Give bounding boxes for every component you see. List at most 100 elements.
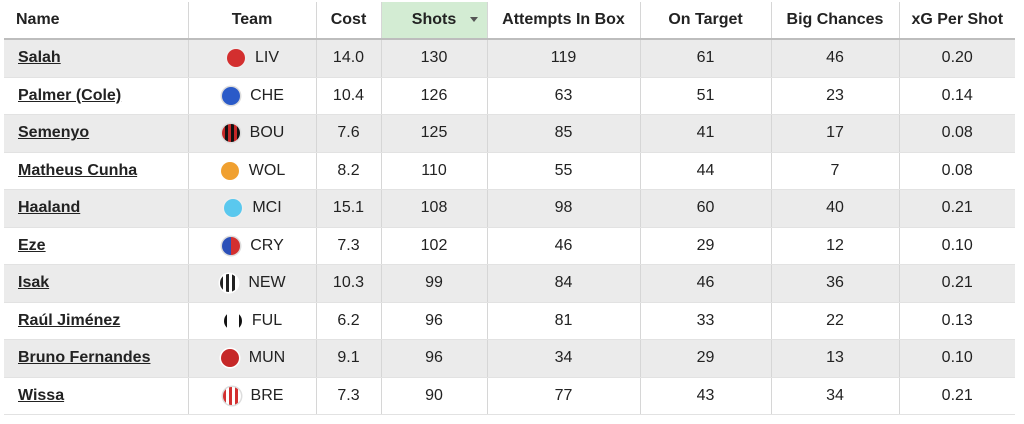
stat-cell: 44 — [640, 152, 772, 190]
player-name[interactable]: Semenyo — [4, 114, 189, 153]
player-row: Bruno Fernandes MUN 9.1 96 34 29 13 0.10 — [4, 339, 1015, 378]
team-badge — [218, 272, 240, 294]
column-header[interactable]: Attempts In Box — [487, 2, 641, 40]
team-badge — [220, 122, 242, 144]
header-row: Name Team Cost Shots Attempts In Box On … — [4, 2, 1015, 40]
stat-cell: 0.10 — [899, 339, 1015, 378]
stats-table: Name Team Cost Shots Attempts In Box On … — [4, 2, 1015, 415]
stat-cell: 0.10 — [899, 227, 1015, 265]
stat-cell: 98 — [487, 189, 641, 228]
stat-cell: 63 — [487, 77, 641, 115]
stat-cell: 99 — [381, 264, 488, 303]
stat-cell: 46 — [771, 39, 900, 78]
stat-cell: 7.6 — [316, 114, 382, 153]
player-row: Salah LIV 14.0 130 119 61 46 0.20 — [4, 39, 1015, 78]
player-row: Raúl Jiménez FUL 6.2 96 81 33 22 0.13 — [4, 302, 1015, 340]
stat-cell: 23 — [771, 77, 900, 115]
stat-cell: 36 — [771, 264, 900, 303]
stat-cell: 0.21 — [899, 264, 1015, 303]
stat-cell: 10.4 — [316, 77, 382, 115]
player-name[interactable]: Matheus Cunha — [4, 152, 189, 190]
column-header[interactable]: Name — [4, 2, 189, 40]
column-header-sorted[interactable]: Shots — [381, 2, 488, 40]
team-cell: MCI — [188, 189, 317, 228]
stat-cell: 60 — [640, 189, 772, 228]
stat-cell: 15.1 — [316, 189, 382, 228]
stat-cell: 84 — [487, 264, 641, 303]
stat-cell: 9.1 — [316, 339, 382, 378]
column-header[interactable]: Big Chances — [771, 2, 900, 40]
team-code: CHE — [250, 86, 284, 104]
team-code: WOL — [248, 161, 286, 179]
team-code: BOU — [249, 124, 285, 142]
column-header[interactable]: Team — [188, 2, 317, 40]
player-row: Isak NEW 10.3 99 84 46 36 0.21 — [4, 264, 1015, 303]
team-cell: CHE — [188, 77, 317, 115]
stat-cell: 119 — [487, 39, 641, 78]
stat-cell: 7.3 — [316, 377, 382, 415]
stat-cell: 17 — [771, 114, 900, 153]
table-body: Salah LIV 14.0 130 119 61 46 0.20 Palmer (Cole) C… — [4, 39, 1015, 415]
team-badge — [220, 85, 242, 107]
team-cell: BRE — [188, 377, 317, 415]
stat-cell: 0.13 — [899, 302, 1015, 340]
player-row: Haaland MCI 15.1 108 98 60 40 0.21 — [4, 189, 1015, 228]
sort-arrow — [469, 17, 478, 22]
player-row: Palmer (Cole) CHE 10.4 126 63 51 23 0.14 — [4, 77, 1015, 115]
stat-cell: 33 — [640, 302, 772, 340]
player-name[interactable]: Eze — [4, 227, 189, 265]
stat-cell: 77 — [487, 377, 641, 415]
stat-cell: 0.21 — [899, 189, 1015, 228]
team-code: MUN — [248, 349, 286, 367]
team-code: LIV — [254, 49, 279, 67]
stat-cell: 96 — [381, 302, 488, 340]
team-badge — [222, 310, 244, 332]
player-row: Matheus Cunha WOL 8.2 110 55 44 7 0.08 — [4, 152, 1015, 190]
stat-cell: 46 — [487, 227, 641, 265]
team-badge — [225, 47, 247, 69]
team-cell: NEW — [188, 264, 317, 303]
column-header[interactable]: On Target — [640, 2, 772, 40]
stat-cell: 96 — [381, 339, 488, 378]
stat-cell: 14.0 — [316, 39, 382, 78]
player-row: Semenyo BOU 7.6 125 85 41 17 0.08 — [4, 114, 1015, 153]
player-name[interactable]: Wissa — [4, 377, 189, 415]
column-header-text: Shots — [411, 11, 457, 28]
team-badge — [222, 197, 244, 219]
player-name[interactable]: Bruno Fernandes — [4, 339, 189, 378]
stat-cell: 81 — [487, 302, 641, 340]
stat-cell: 8.2 — [316, 152, 382, 190]
team-badge — [220, 235, 242, 257]
player-name[interactable]: Isak — [4, 264, 189, 303]
player-name[interactable]: Haaland — [4, 189, 189, 228]
stat-cell: 40 — [771, 189, 900, 228]
team-code: CRY — [250, 236, 284, 254]
player-row: Wissa BRE 7.3 90 77 43 34 0.21 — [4, 377, 1015, 415]
player-name[interactable]: Salah — [4, 39, 189, 78]
player-name[interactable]: Raúl Jiménez — [4, 302, 189, 340]
stat-cell: 90 — [381, 377, 488, 415]
stat-cell: 46 — [640, 264, 772, 303]
stat-cell: 0.14 — [899, 77, 1015, 115]
column-header[interactable]: Cost — [316, 2, 382, 40]
team-code: FUL — [251, 311, 283, 329]
stat-cell: 102 — [381, 227, 488, 265]
team-cell: WOL — [188, 152, 317, 190]
team-code: NEW — [248, 274, 286, 292]
stat-cell: 34 — [771, 377, 900, 415]
stat-cell: 29 — [640, 339, 772, 378]
stat-cell: 34 — [487, 339, 641, 378]
player-name[interactable]: Palmer (Cole) — [4, 77, 189, 115]
stat-cell: 125 — [381, 114, 488, 153]
team-badge — [219, 347, 241, 369]
team-code: BRE — [250, 386, 284, 404]
stat-cell: 55 — [487, 152, 641, 190]
stat-cell: 0.08 — [899, 114, 1015, 153]
stat-cell: 43 — [640, 377, 772, 415]
column-header[interactable]: xG Per Shot — [899, 2, 1015, 40]
stat-cell: 0.08 — [899, 152, 1015, 190]
player-row: Eze CRY 7.3 102 46 29 12 0.10 — [4, 227, 1015, 265]
stat-cell: 41 — [640, 114, 772, 153]
stat-cell: 12 — [771, 227, 900, 265]
